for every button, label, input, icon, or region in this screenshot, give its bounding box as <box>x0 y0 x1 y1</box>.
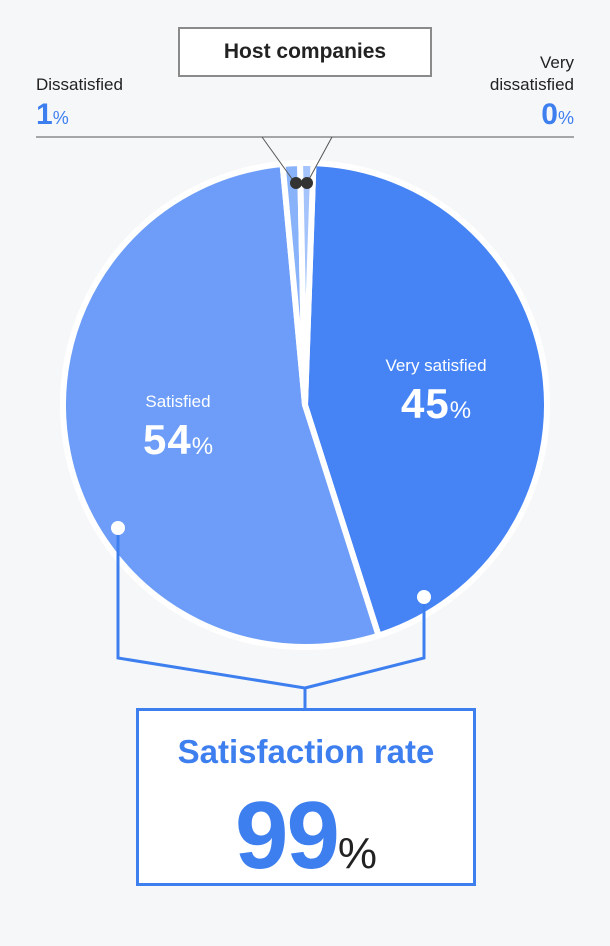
slice-name-very-satisfied: Very satisfied <box>385 356 487 375</box>
leader-dissatisfied <box>261 136 296 184</box>
marker-satisfied <box>111 521 125 535</box>
unit-dissatisfied: % <box>52 108 69 128</box>
satisfaction-rate-unit: % <box>337 829 377 878</box>
slice-num-very-satisfied: 45 <box>400 380 450 427</box>
legend-value-dissatisfied: 1% <box>36 100 69 130</box>
marker-very-satisfied <box>417 590 431 604</box>
bracket-left <box>116 530 307 708</box>
bracket-right <box>304 597 426 690</box>
satisfaction-rate-number: 99 <box>235 782 340 889</box>
slice-label-satisfied: Satisfied 54% <box>118 392 238 464</box>
connector-lines <box>36 136 574 708</box>
slice-label-very-satisfied: Very satisfied 45% <box>366 356 506 428</box>
satisfaction-rate-title: Satisfaction rate <box>177 733 435 770</box>
slice-very-satisfied <box>302 160 550 639</box>
dot-dissatisfied <box>290 177 302 189</box>
slice-value-very-satisfied: 45% <box>366 380 506 428</box>
slice-value-satisfied: 54% <box>118 416 238 464</box>
legend-value-very-dissatisfied: 0% <box>541 100 574 130</box>
slice-name-satisfied: Satisfied <box>145 392 211 411</box>
slice-unit-satisfied: % <box>191 433 214 460</box>
satisfaction-rate-box: Satisfaction rate 99% <box>136 708 476 889</box>
slice-num-satisfied: 54 <box>142 416 192 463</box>
pie-slices <box>60 160 550 650</box>
dot-very-dissatisfied <box>301 177 313 189</box>
chart-title: Host companies <box>178 27 432 77</box>
slice-unit-very-satisfied: % <box>449 397 472 424</box>
leader-very-dissatisfied <box>306 136 333 184</box>
value-dissatisfied: 1 <box>36 98 53 131</box>
legend-label-dissatisfied: Dissatisfied <box>36 75 123 94</box>
legend-label-very-dissatisfied: Very dissatisfied <box>489 53 574 94</box>
slice-satisfied <box>60 161 382 650</box>
unit-very-dissatisfied: % <box>557 108 574 128</box>
slice-very-dissatisfied <box>297 160 317 408</box>
satisfaction-rate-value: 99% <box>139 781 473 891</box>
value-very-dissatisfied: 0 <box>541 98 558 131</box>
